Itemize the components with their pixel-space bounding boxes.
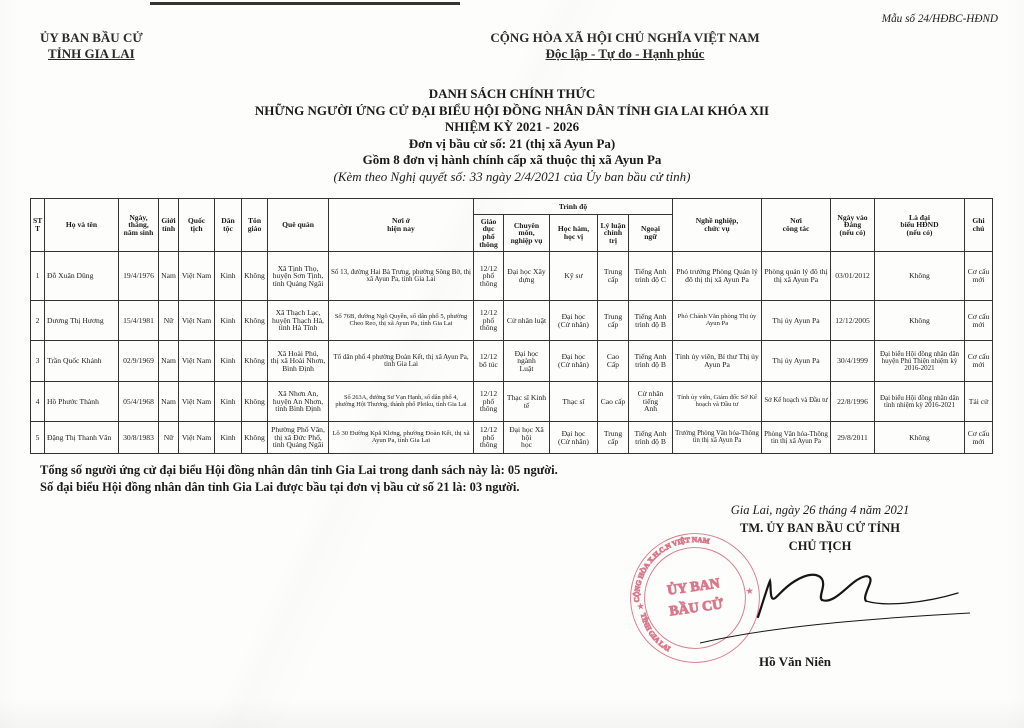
svg-text:★: ★	[636, 602, 646, 613]
svg-text:TỈNH GIA LAI: TỈNH GIA LAI	[639, 610, 673, 657]
